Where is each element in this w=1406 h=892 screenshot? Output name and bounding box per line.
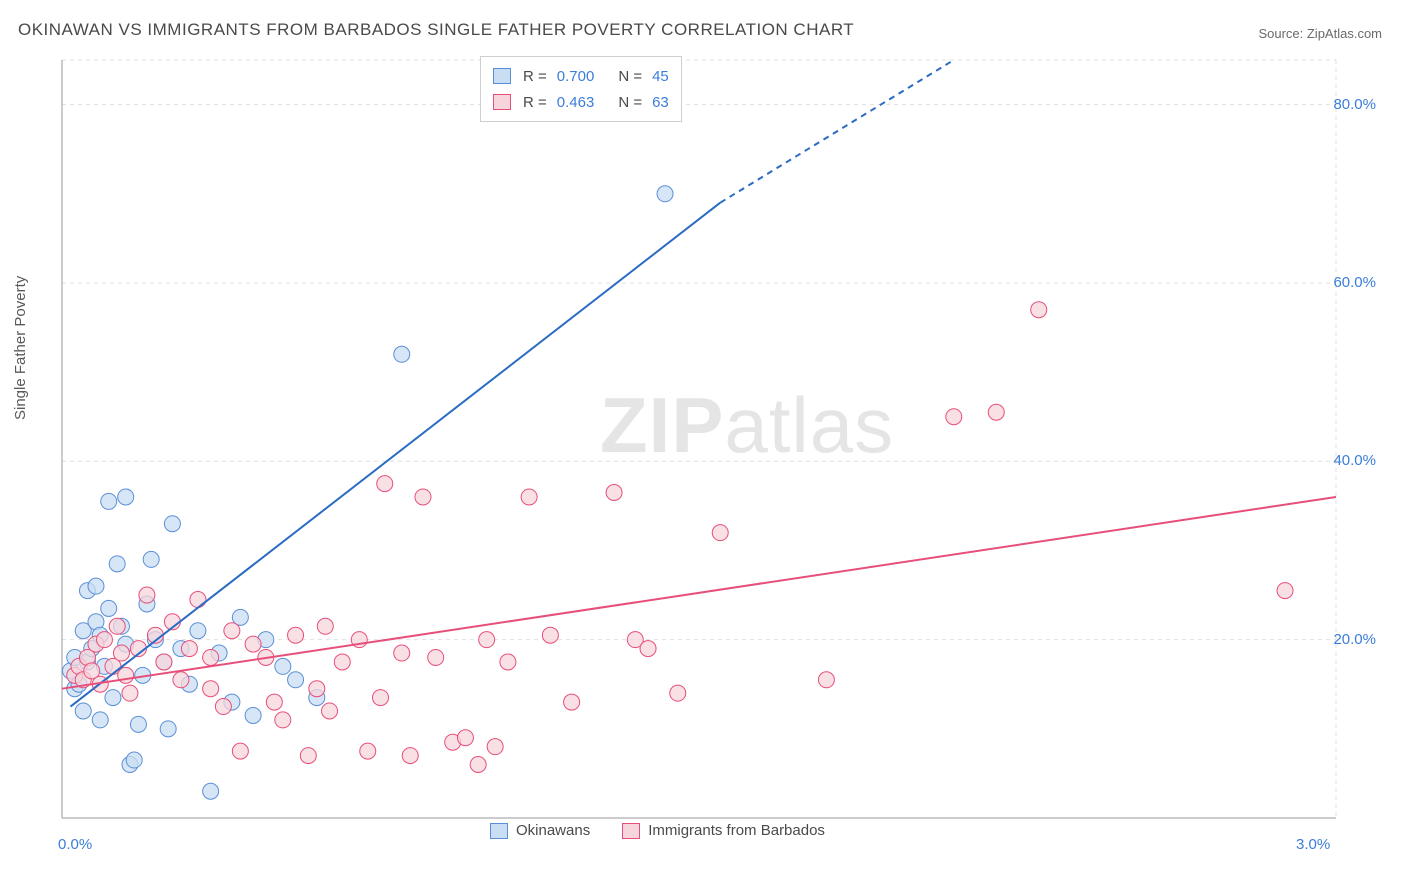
y-tick-label: 20.0% xyxy=(1333,631,1376,648)
legend-swatch xyxy=(493,94,511,110)
legend-swatch xyxy=(490,823,508,839)
r-value: 0.700 xyxy=(557,68,595,85)
y-axis-label: Single Father Poverty xyxy=(12,276,29,420)
chart-title: OKINAWAN VS IMMIGRANTS FROM BARBADOS SIN… xyxy=(18,20,854,40)
legend-series: Okinawans Immigrants from Barbados xyxy=(490,822,825,839)
legend-stats-row: R = 0.463 N = 63 xyxy=(493,89,669,115)
legend-label: Okinawans xyxy=(516,822,590,839)
legend-swatch xyxy=(622,823,640,839)
r-label: R = xyxy=(523,94,547,111)
x-tick-label: 3.0% xyxy=(1296,836,1330,853)
legend-item: Okinawans xyxy=(490,822,590,839)
legend-item: Immigrants from Barbados xyxy=(622,822,825,839)
legend-stats-row: R = 0.700 N = 45 xyxy=(493,63,669,89)
y-tick-label: 60.0% xyxy=(1333,274,1376,291)
n-label: N = xyxy=(618,68,642,85)
n-value: 63 xyxy=(652,94,669,111)
y-tick-label: 40.0% xyxy=(1333,452,1376,469)
legend-label: Immigrants from Barbados xyxy=(648,822,825,839)
x-tick-label: 0.0% xyxy=(58,836,92,853)
chart-container xyxy=(50,48,1370,838)
r-label: R = xyxy=(523,68,547,85)
scatter-chart xyxy=(50,48,1370,838)
r-value: 0.463 xyxy=(557,94,595,111)
source-label: Source: ZipAtlas.com xyxy=(1258,26,1382,41)
y-tick-label: 80.0% xyxy=(1333,96,1376,113)
n-label: N = xyxy=(618,94,642,111)
legend-swatch xyxy=(493,68,511,84)
legend-stats-box: R = 0.700 N = 45 R = 0.463 N = 63 xyxy=(480,56,682,122)
n-value: 45 xyxy=(652,68,669,85)
